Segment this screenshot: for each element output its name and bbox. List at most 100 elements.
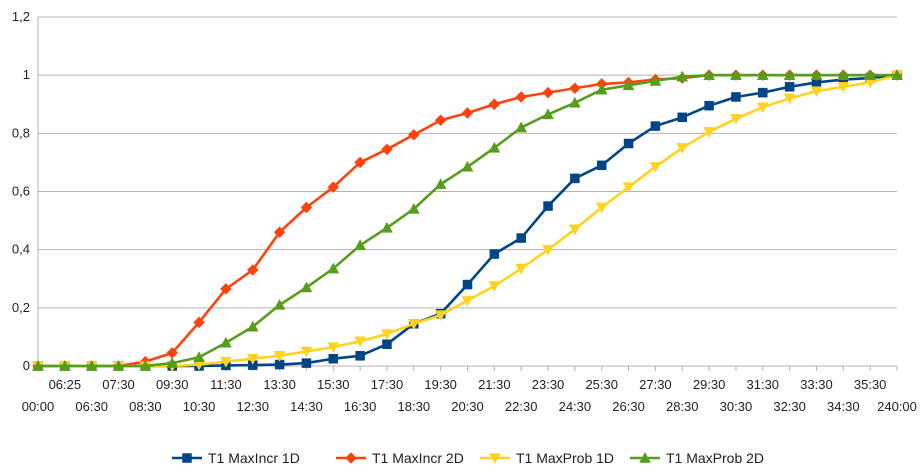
- data-point: [381, 221, 393, 233]
- y-tick-label: 0: [23, 358, 30, 373]
- data-point: [407, 202, 420, 214]
- y-axis-tick-labels: 0 0,2 0,4 0,6 0,8 1 1,2: [12, 9, 30, 373]
- data-point: [273, 226, 286, 239]
- data-point: [649, 74, 662, 86]
- x-tick-label: 08:30: [129, 399, 162, 414]
- x-tick-label: 19:30: [424, 377, 457, 392]
- x-tick-label: 34:30: [827, 399, 860, 414]
- data-point: [300, 346, 313, 358]
- legend-label: T1 MaxProb 1D: [516, 450, 614, 466]
- data-point: [891, 69, 903, 80]
- x-tick-label: 10:30: [183, 399, 216, 414]
- data-point: [300, 201, 313, 214]
- x-tick-label: 00:00: [22, 399, 55, 414]
- data-point: [515, 121, 528, 133]
- legend-marker: [182, 453, 192, 463]
- data-point: [381, 143, 393, 156]
- legend-label: T1 MaxIncr 1D: [208, 450, 300, 466]
- data-point: [488, 281, 501, 293]
- series-t1-maxprob-1d: [32, 70, 903, 373]
- data-point: [837, 82, 850, 93]
- legend-item: T1 MaxIncr 1D: [172, 450, 300, 466]
- data-point: [354, 336, 367, 348]
- x-tick-label: 29:30: [693, 377, 726, 392]
- data-point: [623, 138, 634, 149]
- x-tick-label: 07:30: [102, 377, 135, 392]
- data-point: [328, 353, 339, 364]
- data-point: [327, 342, 340, 354]
- data-point: [193, 316, 205, 329]
- data-point: [622, 182, 635, 194]
- x-tick-label: 23:30: [532, 377, 565, 392]
- data-point: [677, 112, 687, 123]
- data-point: [327, 181, 340, 193]
- x-tick-label: 17:30: [371, 377, 404, 392]
- series-t1-maxprob-2d: [32, 69, 903, 371]
- data-point: [569, 82, 581, 95]
- y-tick-label: 0,2: [12, 300, 30, 315]
- data-point: [139, 359, 152, 371]
- x-tick-label: 30:30: [720, 399, 753, 414]
- data-point: [676, 70, 689, 82]
- legend-item: T1 MaxProb 2D: [630, 450, 764, 466]
- data-point: [301, 358, 312, 368]
- x-tick-label: 15:30: [317, 377, 350, 392]
- data-point: [300, 281, 313, 293]
- y-tick-label: 1,2: [12, 9, 30, 24]
- data-point: [193, 351, 205, 363]
- x-tick-label: 26:30: [612, 399, 645, 414]
- x-tick-label: 06:30: [75, 399, 108, 414]
- x-tick-label: 31:30: [747, 377, 780, 392]
- series-t1-maxincr-2d: [32, 69, 903, 372]
- data-point: [273, 298, 286, 310]
- data-point: [354, 156, 366, 169]
- data-point: [515, 263, 528, 275]
- data-point: [382, 339, 392, 349]
- data-point: [516, 233, 526, 243]
- data-point: [542, 86, 554, 99]
- data-point: [85, 359, 98, 371]
- data-point: [730, 114, 742, 125]
- data-point: [434, 178, 447, 189]
- x-tick-label: 20:30: [451, 399, 484, 414]
- data-point: [246, 353, 259, 365]
- data-point: [489, 249, 500, 259]
- x-axis: 00:00 06:25 06:30 07:30 08:30 09:30 10:30 11:30…: [22, 17, 917, 414]
- x-tick-label: 22:30: [505, 399, 538, 414]
- data-point: [756, 102, 769, 114]
- x-tick-label: 18:30: [398, 399, 431, 414]
- data-point: [731, 92, 741, 102]
- data-point: [488, 98, 501, 111]
- data-point: [112, 359, 125, 371]
- y-tick-label: 0,6: [12, 184, 30, 199]
- data-point: [488, 141, 501, 153]
- data-point: [434, 310, 447, 322]
- x-tick-label: 24:30: [559, 399, 592, 414]
- data-point: [434, 114, 447, 127]
- legend-item: T1 MaxIncr 2D: [336, 450, 464, 466]
- x-tick-label: 11:30: [210, 377, 242, 392]
- data-point: [596, 160, 607, 171]
- data-point: [568, 224, 581, 236]
- data-point: [783, 93, 796, 105]
- data-point: [810, 86, 823, 98]
- x-tick-label: 14:30: [290, 399, 323, 414]
- x-tick-label: 13:30: [263, 377, 296, 392]
- data-point: [273, 351, 286, 362]
- x-tick-label: 28:30: [666, 399, 699, 414]
- y-tick-label: 0,4: [12, 242, 30, 257]
- legend-marker: [345, 452, 357, 464]
- data-point: [542, 108, 554, 120]
- data-point: [461, 107, 474, 119]
- data-point: [381, 329, 393, 341]
- data-point: [595, 202, 608, 214]
- series-group: [32, 69, 903, 373]
- data-point: [864, 69, 877, 80]
- legend-marker: [639, 451, 651, 463]
- data-point: [219, 356, 232, 368]
- y-tick-label: 1: [23, 67, 30, 82]
- data-point: [837, 69, 850, 80]
- data-point: [58, 359, 71, 371]
- data-point: [622, 79, 635, 91]
